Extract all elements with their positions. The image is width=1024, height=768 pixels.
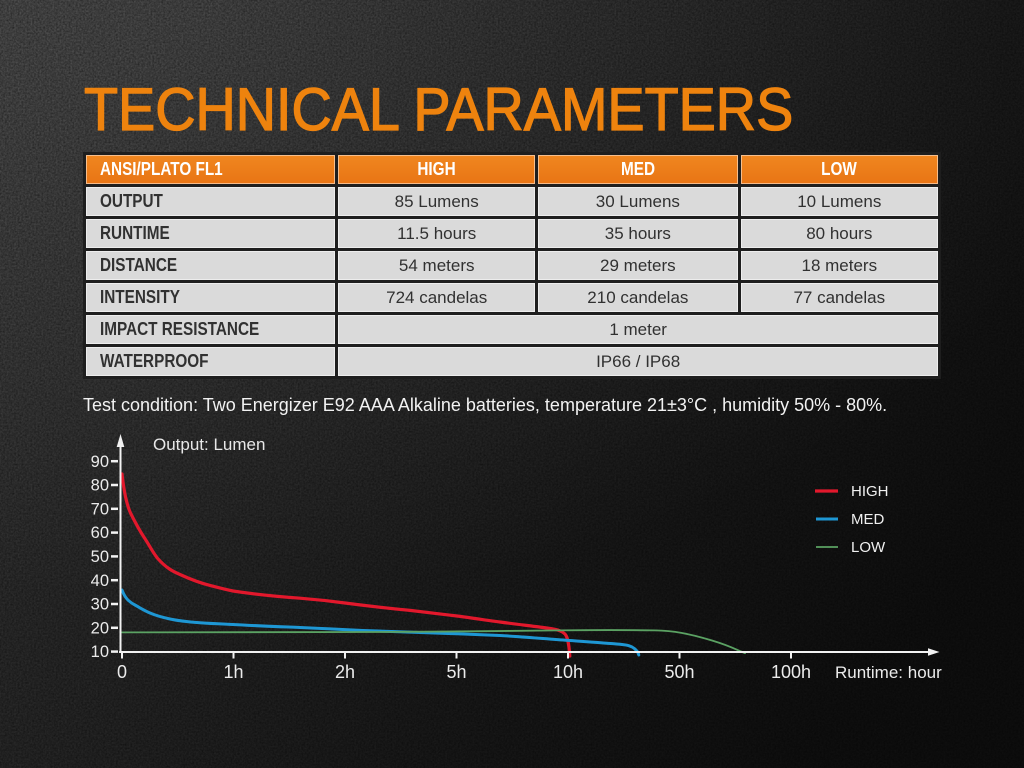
svg-text:40: 40 [91,572,109,590]
svg-text:0: 0 [117,662,127,682]
svg-text:LOW: LOW [851,539,886,556]
svg-text:10: 10 [91,643,109,661]
svg-text:HIGH: HIGH [851,483,889,500]
svg-text:100h: 100h [771,662,811,682]
svg-text:50: 50 [91,548,109,566]
svg-text:80: 80 [91,477,109,495]
svg-text:10h: 10h [553,662,583,682]
svg-text:2h: 2h [335,662,355,682]
svg-text:Runtime: hour: Runtime: hour [835,663,942,682]
svg-text:50h: 50h [664,662,694,682]
svg-text:20: 20 [91,619,109,637]
svg-text:70: 70 [91,500,109,518]
svg-text:5h: 5h [446,662,466,682]
svg-text:30: 30 [91,596,109,614]
svg-text:Output: Lumen: Output: Lumen [153,435,265,454]
svg-text:60: 60 [91,524,109,542]
svg-text:1h: 1h [223,662,243,682]
svg-text:90: 90 [91,453,109,471]
svg-text:MED: MED [851,511,885,528]
